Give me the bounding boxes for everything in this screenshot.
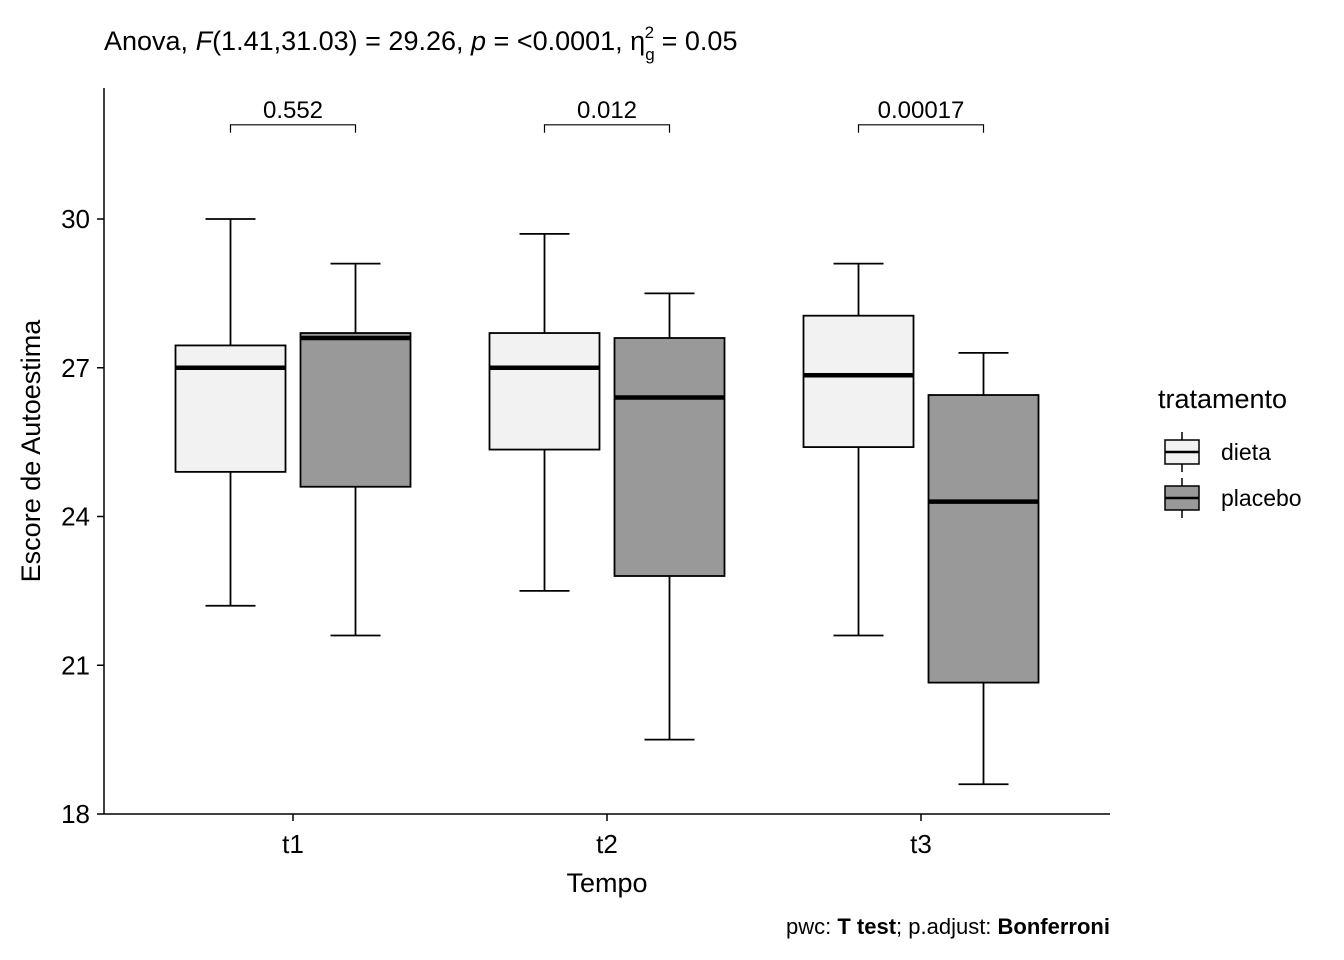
chart-title: Anova, F(1.41,31.03) = 29.26, p = <0.000… <box>104 23 737 64</box>
legend-label: placebo <box>1221 485 1302 511</box>
y-axis-ticks: 18 21 24 27 30 <box>61 204 104 829</box>
x-tick-label: t1 <box>282 829 304 859</box>
p-value-label: 0.012 <box>577 97 637 124</box>
box-dieta-t3 <box>802 262 915 637</box>
legend-label: dieta <box>1221 439 1271 465</box>
box-body <box>927 394 1040 684</box>
y-tick-label: 24 <box>61 502 90 532</box>
legend-item-dieta: dieta <box>1164 432 1271 472</box>
x-axis-title: Tempo <box>566 868 647 898</box>
legend-title: tratamento <box>1158 384 1287 414</box>
box-body <box>488 332 601 451</box>
pairwise-bracket-t2: 0.012 <box>543 97 671 133</box>
y-tick-label: 27 <box>61 353 90 383</box>
box-body <box>299 332 412 488</box>
y-tick-label: 30 <box>61 204 90 234</box>
box-placebo-t1 <box>299 262 412 637</box>
box-dieta-t1 <box>174 218 287 607</box>
bracket-line <box>543 124 671 133</box>
box-body <box>174 344 287 473</box>
legend: tratamento dieta placebo <box>1158 384 1302 518</box>
p-value-label: 0.00017 <box>878 97 965 124</box>
series-placebo <box>299 262 1040 786</box>
series-dieta <box>174 218 915 637</box>
box-dieta-t2 <box>488 232 601 592</box>
pairwise-comparisons: 0.552 0.012 0.00017 <box>229 97 985 133</box>
box-body <box>613 337 726 577</box>
box-body <box>802 314 915 448</box>
y-tick-label: 18 <box>61 799 90 829</box>
box-placebo-t3 <box>927 351 1040 786</box>
caption: pwc: T test; p.adjust: Bonferroni <box>786 914 1110 939</box>
x-tick-label: t3 <box>910 829 932 859</box>
y-axis-title: Escore de Autoestima <box>16 319 46 583</box>
x-tick-label: t2 <box>596 829 618 859</box>
bracket-line <box>857 124 985 133</box>
x-axis-ticks: t1 t2 t3 <box>282 814 932 859</box>
box-placebo-t2 <box>613 292 726 741</box>
boxplot-series <box>174 218 1040 786</box>
y-tick-label: 21 <box>61 650 90 680</box>
legend-item-placebo: placebo <box>1164 478 1302 518</box>
bracket-line <box>229 124 357 133</box>
p-value-label: 0.552 <box>263 97 323 124</box>
pairwise-bracket-t3: 0.00017 <box>857 97 985 133</box>
pairwise-bracket-t1: 0.552 <box>229 97 357 133</box>
